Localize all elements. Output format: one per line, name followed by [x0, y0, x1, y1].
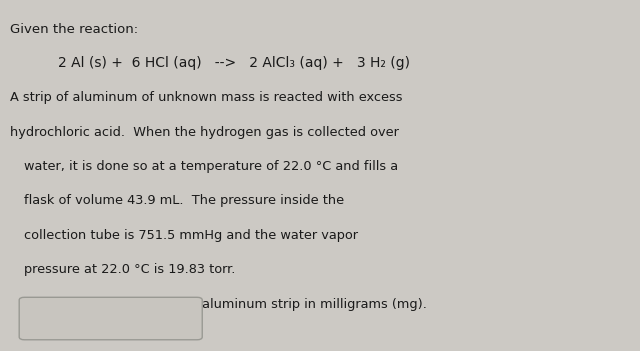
Text: pressure at 22.0 °C is 19.83 torr.: pressure at 22.0 °C is 19.83 torr. [24, 263, 236, 276]
Text: hydrochloric acid.  When the hydrogen gas is collected over: hydrochloric acid. When the hydrogen gas… [10, 126, 399, 139]
Text: Determine the mass of the aluminum strip in milligrams (mg).: Determine the mass of the aluminum strip… [24, 298, 427, 311]
Text: A strip of aluminum of unknown mass is reacted with excess: A strip of aluminum of unknown mass is r… [10, 91, 403, 104]
Text: 2 Al (s) +  6 HCl (aq)   -->   2 AlCl₃ (aq) +   3 H₂ (g): 2 Al (s) + 6 HCl (aq) --> 2 AlCl₃ (aq) +… [58, 56, 410, 70]
Text: water, it is done so at a temperature of 22.0 °C and fills a: water, it is done so at a temperature of… [24, 160, 399, 173]
Text: flask of volume 43.9 mL.  The pressure inside the: flask of volume 43.9 mL. The pressure in… [24, 194, 344, 207]
Text: Given the reaction:: Given the reaction: [10, 23, 138, 36]
Text: collection tube is 751.5 mmHg and the water vapor: collection tube is 751.5 mmHg and the wa… [24, 229, 358, 242]
FancyBboxPatch shape [19, 297, 202, 340]
